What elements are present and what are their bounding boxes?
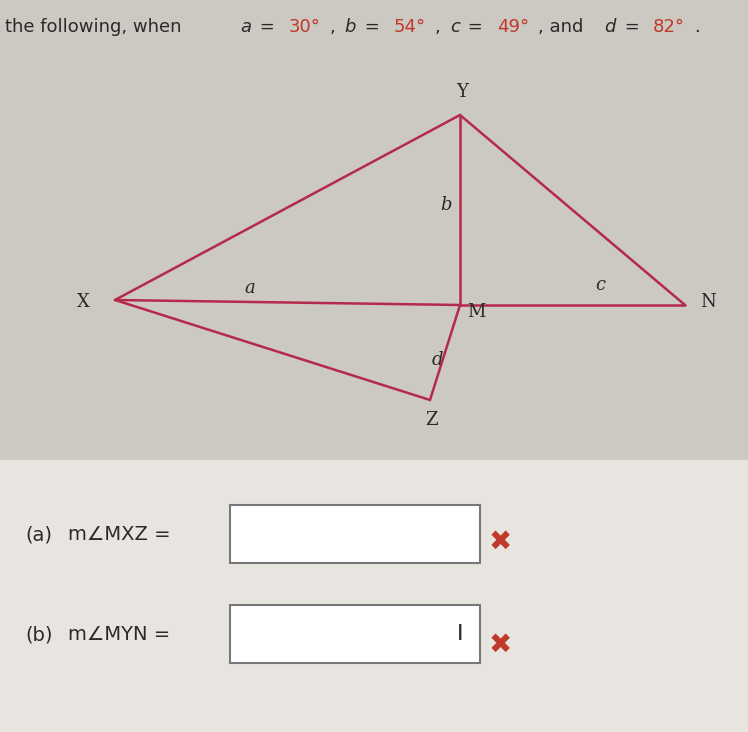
Text: a: a [245,279,255,297]
Text: a: a [240,18,251,36]
Text: ,: , [330,18,341,36]
Text: 54°: 54° [393,18,426,36]
Text: c: c [450,18,459,36]
Text: m∠MYN =: m∠MYN = [68,626,171,644]
Text: Z: Z [426,411,438,429]
Text: , and: , and [538,18,589,36]
Text: =: = [619,18,646,36]
Text: ✖: ✖ [488,528,512,556]
Text: b: b [441,196,452,214]
Text: c: c [595,276,605,294]
Text: 30°: 30° [289,18,320,36]
Bar [0,460,748,732]
Text: 49°: 49° [497,18,529,36]
Text: N: N [700,293,716,311]
Text: Y: Y [456,83,468,101]
Text: =: = [254,18,280,36]
Text: (a): (a) [25,526,52,545]
Text: ,: , [435,18,447,36]
Text: 82°: 82° [653,18,685,36]
Text: =: = [462,18,489,36]
Text: =: = [359,18,386,36]
Text: d: d [604,18,616,36]
Text: X: X [77,293,90,311]
Text: ✖: ✖ [488,631,512,659]
Text: d: d [432,351,443,369]
Text: b: b [345,18,356,36]
Text: M: M [467,303,485,321]
Bar [230,505,480,563]
Text: (b): (b) [25,626,52,644]
Text: I: I [457,624,463,644]
Bar [230,605,480,663]
Text: m∠MXZ =: m∠MXZ = [68,526,171,545]
Text: .: . [694,18,700,36]
Text: the following, when: the following, when [5,18,187,36]
